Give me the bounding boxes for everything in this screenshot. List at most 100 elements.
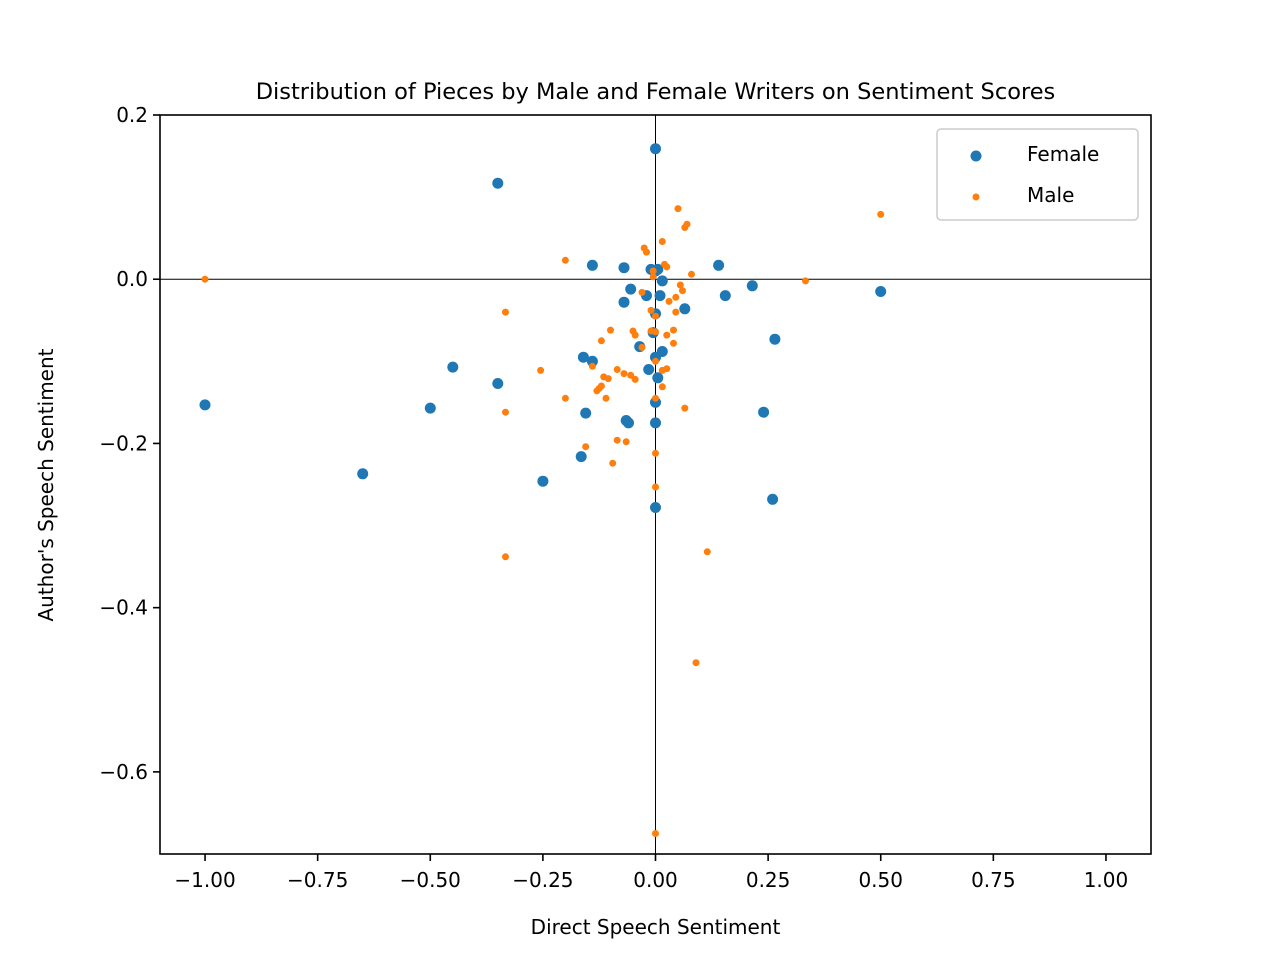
y-tick-label: −0.6	[99, 760, 148, 784]
data-point-female	[713, 259, 725, 271]
y-axis-label: Author's Speech Sentiment	[34, 348, 58, 621]
data-point-male	[627, 371, 635, 379]
data-point-male	[609, 459, 617, 467]
data-point-male	[676, 281, 684, 289]
legend: Female Male	[936, 128, 1139, 221]
x-tick-label: −1.00	[174, 868, 235, 892]
data-point-female	[650, 502, 661, 513]
data-point-female	[758, 406, 770, 418]
data-point-male	[649, 273, 657, 281]
data-point-female	[357, 468, 369, 480]
data-point-male	[674, 205, 682, 213]
data-point-female	[767, 493, 779, 505]
y-tick-label: 0.0	[116, 267, 148, 291]
y-tick-label: −0.4	[99, 596, 148, 620]
data-point-male	[652, 394, 659, 402]
data-point-female	[447, 361, 459, 373]
data-point-male	[631, 375, 639, 383]
data-point-male	[629, 327, 637, 335]
data-point-female	[650, 143, 661, 155]
data-point-male	[638, 288, 646, 296]
data-point-female	[537, 475, 549, 487]
data-point-male	[672, 293, 680, 301]
data-point-male	[670, 339, 677, 347]
data-point-male	[593, 387, 601, 395]
points-layer	[160, 115, 1151, 854]
data-point-female	[586, 355, 598, 367]
data-point-male	[502, 553, 509, 561]
data-point-male	[597, 337, 605, 345]
data-point-male	[681, 224, 689, 231]
data-point-male	[652, 483, 659, 491]
data-point-female	[625, 283, 637, 295]
data-point-male	[652, 312, 659, 320]
y-tick-label: 0.2	[116, 103, 148, 127]
data-point-female	[618, 262, 630, 274]
data-point-female	[679, 303, 691, 315]
data-point-female	[586, 259, 598, 271]
data-point-male	[652, 449, 659, 457]
legend-label-female: Female	[1027, 142, 1099, 166]
data-point-female	[643, 364, 655, 375]
data-point-male	[537, 366, 545, 374]
series-female	[199, 143, 887, 513]
data-point-male	[502, 408, 509, 416]
data-point-male	[607, 326, 614, 334]
data-point-male	[658, 238, 666, 245]
data-point-male	[602, 394, 610, 402]
data-point-male	[588, 362, 596, 370]
data-point-male	[658, 366, 666, 374]
data-point-female	[580, 407, 592, 419]
data-point-female	[769, 333, 781, 345]
data-point-male	[652, 830, 659, 837]
data-point-female	[199, 399, 211, 411]
data-point-female	[650, 417, 661, 429]
y-tick-label: −0.2	[99, 431, 148, 455]
data-point-female	[623, 417, 634, 429]
data-point-male	[681, 404, 689, 412]
data-point-male	[582, 443, 590, 451]
data-point-female	[492, 378, 504, 389]
legend-label-male: Male	[1027, 183, 1074, 207]
x-tick-label: 0.00	[633, 868, 678, 892]
data-point-male	[692, 659, 700, 667]
data-point-female	[656, 275, 668, 287]
data-point-female	[875, 286, 887, 297]
data-point-male	[679, 287, 686, 295]
data-point-male	[620, 370, 628, 378]
data-point-female	[719, 290, 731, 302]
data-point-female	[746, 280, 758, 292]
data-point-male	[201, 275, 209, 283]
data-point-male	[652, 328, 659, 336]
data-point-male	[703, 548, 711, 556]
data-point-male	[561, 256, 569, 264]
data-point-male	[802, 277, 809, 285]
x-tick-label: 0.75	[971, 868, 1016, 892]
x-tick-label: 0.25	[746, 868, 791, 892]
axes-layer: −1.00 −0.75 −0.50 −0.25 0.00 0.25 0.50 0.75 1.00…	[99, 103, 1152, 892]
legend-box	[936, 128, 1139, 221]
x-tick-label: −0.75	[287, 868, 348, 892]
data-point-male	[877, 210, 885, 218]
data-point-male	[561, 394, 569, 402]
data-point-male	[663, 331, 671, 339]
data-point-male	[672, 308, 680, 316]
data-point-male	[613, 366, 621, 373]
data-point-male	[670, 326, 677, 334]
data-point-female	[492, 177, 504, 189]
series-male	[201, 205, 885, 837]
data-point-male	[658, 383, 666, 391]
x-tick-label: 0.50	[858, 868, 903, 892]
data-point-male	[622, 438, 630, 446]
data-point-female	[654, 290, 666, 302]
data-point-male	[652, 357, 659, 365]
x-tick-label: −0.50	[400, 868, 461, 892]
data-point-female	[577, 351, 589, 363]
data-point-male	[647, 306, 655, 314]
x-tick-label: −0.25	[512, 868, 573, 892]
data-point-female	[618, 296, 630, 308]
data-point-male	[665, 297, 673, 305]
legend-marker-female	[970, 150, 982, 162]
data-point-male	[502, 308, 509, 316]
